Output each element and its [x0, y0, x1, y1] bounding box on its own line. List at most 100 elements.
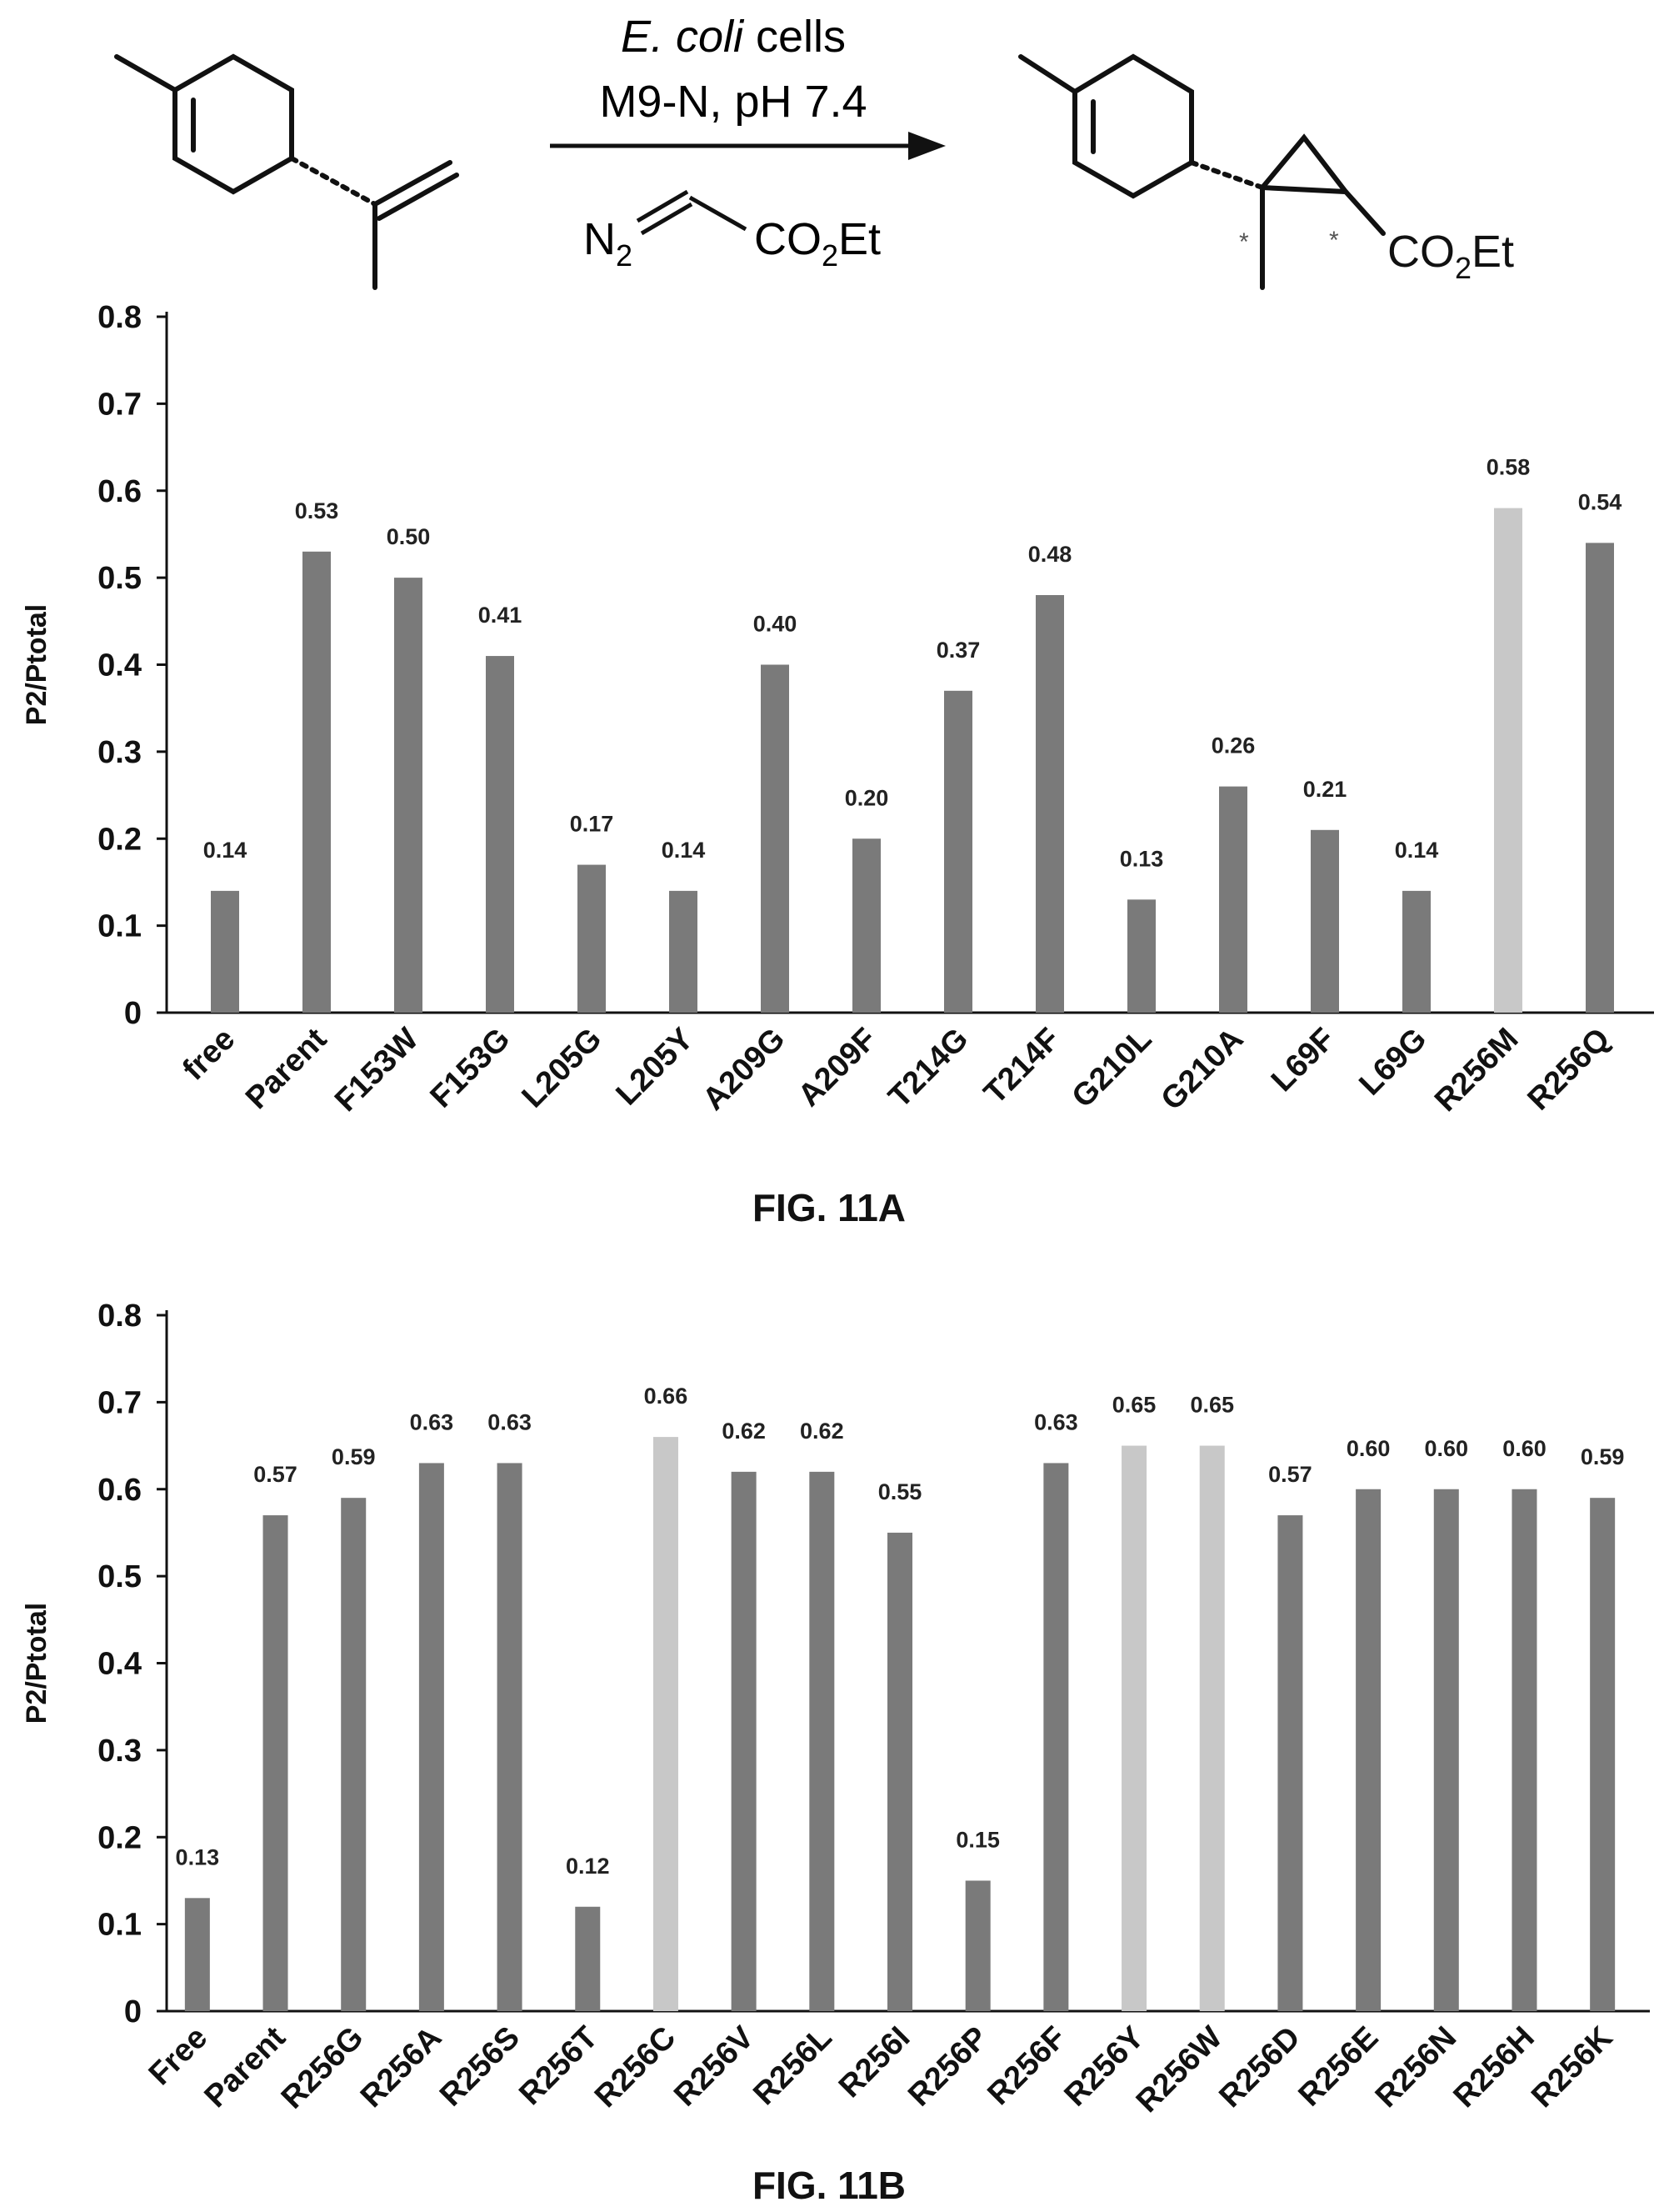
svg-text:CO2Et: CO2Et [754, 214, 881, 273]
category-label: free [176, 1022, 242, 1088]
category-label: Parent [239, 1021, 334, 1116]
category-label: R256H [1447, 2020, 1541, 2114]
y-tick-label: 0.7 [97, 1385, 142, 1420]
bar [965, 1880, 991, 2011]
bar-chart-fig-11a: 0 0.1 0.2 0.3 0.4 0.5 0.6 0.7 0.8 P2/Ptotal 0.14 fr… [21, 300, 1654, 1229]
data-label: 0.60 [1502, 1436, 1547, 1461]
figure-caption: FIG. 11A [752, 1186, 906, 1229]
data-label: 0.59 [332, 1444, 376, 1469]
bar [575, 1906, 601, 2011]
data-label: 0.59 [1581, 1444, 1625, 1469]
category-label: R256T [512, 2020, 604, 2112]
y-tick-label: 0 [124, 996, 142, 1031]
bar [669, 890, 697, 1013]
bar [418, 1463, 444, 2011]
y-tick-label: 0.6 [97, 474, 142, 509]
category-label: R256W [1130, 2020, 1229, 2119]
y-tick-label: 0.1 [97, 1908, 142, 1943]
bar [302, 551, 331, 1013]
y-tick-label: 0.6 [97, 1473, 142, 1508]
bar-chart-fig-11b: 0 0.1 0.2 0.3 0.4 0.5 0.6 0.7 0.8 P2/Ptotal 0.13 Fr… [21, 1299, 1650, 2207]
bar [1590, 1498, 1616, 2011]
svg-text:*: * [1239, 228, 1249, 256]
y-tick-label: 0.3 [97, 735, 142, 770]
data-label: 0.66 [644, 1384, 688, 1409]
category-label: R256C [588, 2020, 682, 2114]
bar [1043, 1463, 1069, 2011]
bar [1494, 508, 1522, 1013]
bar [809, 1471, 835, 2011]
data-label: 0.65 [1190, 1393, 1234, 1418]
y-tick-label: 0 [124, 1994, 142, 2029]
data-label: 0.12 [566, 1854, 610, 1879]
figure-caption: FIG. 11B [752, 2164, 906, 2207]
bar [1311, 829, 1339, 1013]
data-label: 0.57 [253, 1462, 297, 1487]
category-label: R256V [667, 2019, 761, 2113]
bar [1036, 595, 1064, 1013]
cyclopropane-product: * * CO2Et [1018, 53, 1514, 290]
category-label: Parent [198, 2019, 293, 2114]
bar [497, 1463, 522, 2011]
data-label: 0.55 [878, 1479, 922, 1504]
data-label: 0.53 [295, 498, 339, 523]
data-label: 0.57 [1268, 1462, 1312, 1487]
bar [486, 656, 514, 1013]
category-label: Free [142, 2020, 214, 2092]
category-label: L205G [516, 1022, 609, 1115]
data-label: 0.65 [1112, 1393, 1157, 1418]
category-label: R256E [1292, 2020, 1386, 2114]
bar [1127, 899, 1156, 1013]
data-label: 0.63 [487, 1409, 532, 1434]
category-label: R256S [433, 2020, 527, 2114]
reaction-arrow [550, 132, 946, 160]
category-label: R256D [1212, 2020, 1307, 2114]
category-label: R256A [354, 2020, 448, 2114]
catalyst-label: E. coli cells [621, 12, 846, 62]
limonene-structure [114, 53, 459, 290]
y-axis-label: P2/Ptotal [21, 604, 52, 725]
category-label: L69F [1265, 1022, 1342, 1098]
category-label: R256M [1428, 1022, 1525, 1119]
data-label: 0.37 [937, 638, 981, 663]
data-label: 0.17 [570, 812, 614, 837]
data-label: 0.14 [1395, 838, 1439, 863]
data-label: 0.63 [410, 1409, 454, 1434]
data-label: 0.14 [203, 838, 247, 863]
y-tick-label: 0.4 [97, 1647, 142, 1682]
bar [1512, 1489, 1537, 2011]
category-label: T214G [882, 1022, 976, 1115]
bar [577, 864, 606, 1013]
y-tick-label: 0.8 [97, 1299, 142, 1334]
bar [1199, 1445, 1225, 2011]
y-tick-label: 0.5 [97, 561, 142, 596]
data-label: 0.13 [176, 1844, 220, 1869]
bar [652, 1437, 678, 2011]
data-label: 0.13 [1120, 846, 1164, 871]
y-tick-label: 0.7 [97, 387, 142, 422]
category-label: R256F [981, 2020, 1072, 2112]
bar [944, 690, 972, 1013]
bar [887, 1532, 912, 2011]
bar [211, 890, 239, 1013]
y-tick-label: 0.1 [97, 909, 142, 944]
bar [1277, 1515, 1303, 2011]
y-tick-label: 0.2 [97, 822, 142, 857]
y-tick-label: 0.3 [97, 1734, 142, 1769]
category-label: L205Y [609, 1022, 700, 1113]
data-label: 0.62 [722, 1419, 766, 1444]
data-label: 0.58 [1487, 455, 1531, 480]
bar [1219, 786, 1247, 1013]
y-tick-label: 0.2 [97, 1820, 142, 1855]
data-label: 0.40 [753, 612, 797, 637]
y-axis-label: P2/Ptotal [21, 1603, 52, 1724]
y-tick-label: 0.5 [97, 1559, 142, 1594]
svg-text:N2: N2 [583, 214, 632, 273]
y-tick-label: 0.8 [97, 300, 142, 335]
bar [1433, 1489, 1459, 2011]
data-label: 0.41 [478, 603, 522, 628]
diazo-reagent: N2 CO2Et [583, 189, 881, 273]
data-label: 0.26 [1212, 733, 1256, 758]
category-label: L69G [1352, 1022, 1433, 1103]
bar [1356, 1489, 1382, 2011]
